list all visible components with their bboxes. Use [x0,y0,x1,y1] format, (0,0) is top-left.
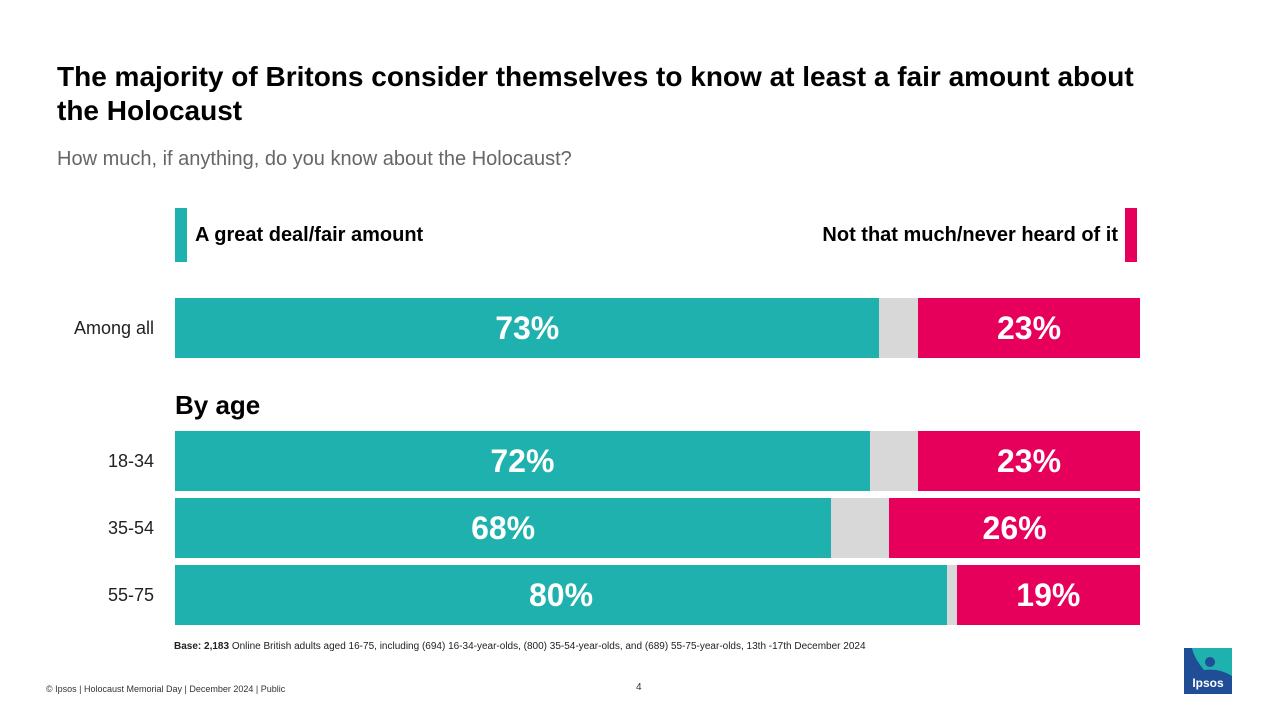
question-subtitle: How much, if anything, do you know about… [57,148,572,170]
bar-value-label: 23% [996,309,1062,346]
bar-value-label: 19% [1016,576,1081,613]
row-label: 35-54 [107,518,154,538]
legend-swatch-know [175,208,187,262]
bar-segment-other [947,565,957,625]
base-note: Base: 2,183 Online British adults aged 1… [174,641,866,652]
bar-segment-not-know: 19% [956,565,1140,625]
legend-label-not-know: Not that much/never heard of it [822,224,1118,246]
bar-value-label: 73% [495,309,560,346]
bar-value-label: 80% [528,576,594,613]
bar-segment-not-know: 23% [918,298,1140,358]
base-note-bold: Base: 2,183 [174,641,230,652]
bar-segment-know: 68% [175,498,832,558]
bar-segment-other [879,298,919,358]
row-label: 55-75 [107,585,154,605]
bar-value-label: 26% [982,509,1047,546]
bar-segment-know: 73% [175,298,880,358]
page-number: 4 [636,682,642,693]
ipsos-logo-icon [1192,648,1232,676]
bar-segment-other [869,431,919,491]
bar-segment-know: 80% [175,565,947,625]
bar-segment-not-know: 26% [889,498,1140,558]
legend-label-know: A great deal/fair amount [195,224,424,246]
bar-value-label: 72% [490,442,555,479]
bar-segment-other [831,498,890,558]
footer-text: © Ipsos | Holocaust Memorial Day | Decem… [46,684,286,694]
page-title: The majority of Britons consider themsel… [57,61,1134,126]
row-label: 18-34 [107,451,154,471]
bar-segment-not-know: 23% [918,431,1140,491]
by-age-heading: By age [175,390,261,420]
bar-value-label: 23% [996,442,1062,479]
logo-text: Ipsos [1192,676,1224,690]
legend-swatch-not-know [1125,208,1137,262]
bar-value-label: 68% [471,509,536,546]
bar-segment-know: 72% [175,431,870,491]
base-note-text: Online British adults aged 16-75, includ… [229,641,866,652]
row-label: Among all [73,318,154,338]
ipsos-logo: Ipsos [1184,648,1232,694]
